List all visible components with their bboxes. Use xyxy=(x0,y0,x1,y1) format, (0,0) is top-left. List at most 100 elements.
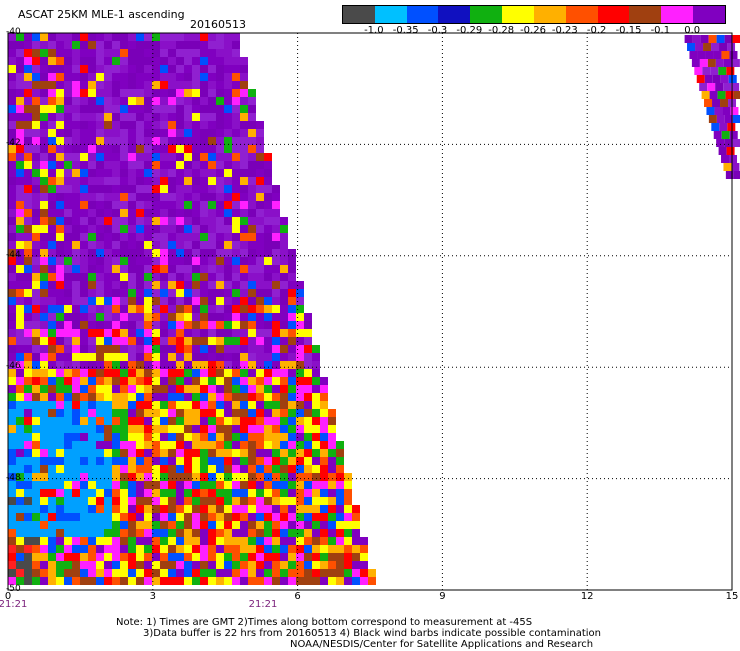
heatmap-cell xyxy=(184,337,192,345)
heatmap-cell xyxy=(224,577,232,585)
heatmap-cell xyxy=(288,513,296,521)
heatmap-cell xyxy=(168,33,176,41)
heatmap-cell xyxy=(320,465,328,473)
heatmap-cell xyxy=(731,163,740,171)
heatmap-cell xyxy=(184,89,192,97)
heatmap-cell xyxy=(208,457,216,465)
heatmap-cell xyxy=(208,409,216,417)
heatmap-cell xyxy=(32,409,40,417)
heatmap-cell xyxy=(104,305,112,313)
heatmap-cell xyxy=(152,209,160,217)
heatmap-cell xyxy=(112,185,120,193)
heatmap-cell xyxy=(104,209,112,217)
heatmap-cell xyxy=(208,313,216,321)
heatmap-cell xyxy=(56,33,64,41)
heatmap-cell xyxy=(160,241,168,249)
heatmap-cell xyxy=(176,33,184,41)
heatmap-cell xyxy=(40,353,48,361)
heatmap-cell xyxy=(64,241,72,249)
heatmap-cell xyxy=(719,123,728,131)
heatmap-cell xyxy=(184,81,192,89)
heatmap-cell xyxy=(40,385,48,393)
heatmap-cell xyxy=(192,65,200,73)
heatmap-cell xyxy=(80,137,88,145)
heatmap-cell xyxy=(272,313,280,321)
heatmap-cell xyxy=(128,577,136,585)
heatmap-cell xyxy=(296,473,304,481)
heatmap-cell xyxy=(120,129,128,137)
heatmap-cell xyxy=(16,145,24,153)
heatmap-cell xyxy=(240,497,248,505)
heatmap-cell xyxy=(216,457,224,465)
heatmap-cell xyxy=(32,297,40,305)
heatmap-cell xyxy=(16,289,24,297)
heatmap-cell xyxy=(160,129,168,137)
heatmap-cell xyxy=(160,313,168,321)
heatmap-cell xyxy=(731,83,740,91)
heatmap-cell xyxy=(160,57,168,65)
heatmap-cell xyxy=(136,121,144,129)
heatmap-cell xyxy=(24,57,32,65)
heatmap-cell xyxy=(8,145,16,153)
heatmap-cell xyxy=(56,97,64,105)
heatmap-cell xyxy=(64,105,72,113)
heatmap-cell xyxy=(96,353,104,361)
heatmap-cell xyxy=(208,329,216,337)
heatmap-cell xyxy=(48,113,56,121)
heatmap-cell xyxy=(176,257,184,265)
heatmap-cell xyxy=(24,537,32,545)
heatmap-cell xyxy=(200,169,208,177)
heatmap-cell xyxy=(176,369,184,377)
heatmap-cell xyxy=(16,201,24,209)
heatmap-cell xyxy=(16,433,24,441)
heatmap-cell xyxy=(40,177,48,185)
heatmap-cell xyxy=(64,65,72,73)
heatmap-cell xyxy=(256,521,264,529)
heatmap-cell xyxy=(8,369,16,377)
heatmap-cell xyxy=(56,73,64,81)
heatmap-cell xyxy=(72,137,80,145)
heatmap-cell xyxy=(56,65,64,73)
heatmap-cell xyxy=(144,145,152,153)
heatmap-cell xyxy=(248,449,256,457)
heatmap-cell xyxy=(200,553,208,561)
heatmap-cell xyxy=(16,513,24,521)
heatmap-cell xyxy=(264,561,272,569)
heatmap-cell xyxy=(88,145,96,153)
heatmap-cell xyxy=(192,161,200,169)
heatmap-cell xyxy=(304,385,312,393)
heatmap-cell xyxy=(56,521,64,529)
heatmap-cell xyxy=(56,377,64,385)
heatmap-cell xyxy=(8,289,16,297)
heatmap-cell xyxy=(200,281,208,289)
heatmap-cell xyxy=(8,217,16,225)
heatmap-cell xyxy=(152,425,160,433)
heatmap-cell xyxy=(264,489,272,497)
heatmap-cell xyxy=(160,257,168,265)
heatmap-cell xyxy=(56,153,64,161)
heatmap-cell xyxy=(248,201,256,209)
heatmap-cell xyxy=(168,201,176,209)
heatmap-cell xyxy=(272,369,280,377)
heatmap-cell xyxy=(152,553,160,561)
heatmap-cell xyxy=(216,577,224,585)
heatmap-cell xyxy=(352,561,360,569)
heatmap-cell xyxy=(64,209,72,217)
heatmap-cell xyxy=(288,273,296,281)
heatmap-cell xyxy=(248,209,256,217)
heatmap-cell xyxy=(208,201,216,209)
heatmap-cell xyxy=(208,209,216,217)
heatmap-cell xyxy=(8,129,16,137)
heatmap-cell xyxy=(56,321,64,329)
heatmap-cell xyxy=(208,489,216,497)
heatmap-cell xyxy=(232,529,240,537)
heatmap-cell xyxy=(88,177,96,185)
heatmap-cell xyxy=(684,35,693,43)
heatmap-cell xyxy=(176,313,184,321)
heatmap-cell xyxy=(24,121,32,129)
heatmap-cell xyxy=(216,161,224,169)
colorbar-swatch xyxy=(533,6,566,23)
heatmap-cell xyxy=(80,265,88,273)
heatmap-cell xyxy=(691,59,700,67)
heatmap-cell xyxy=(24,425,32,433)
